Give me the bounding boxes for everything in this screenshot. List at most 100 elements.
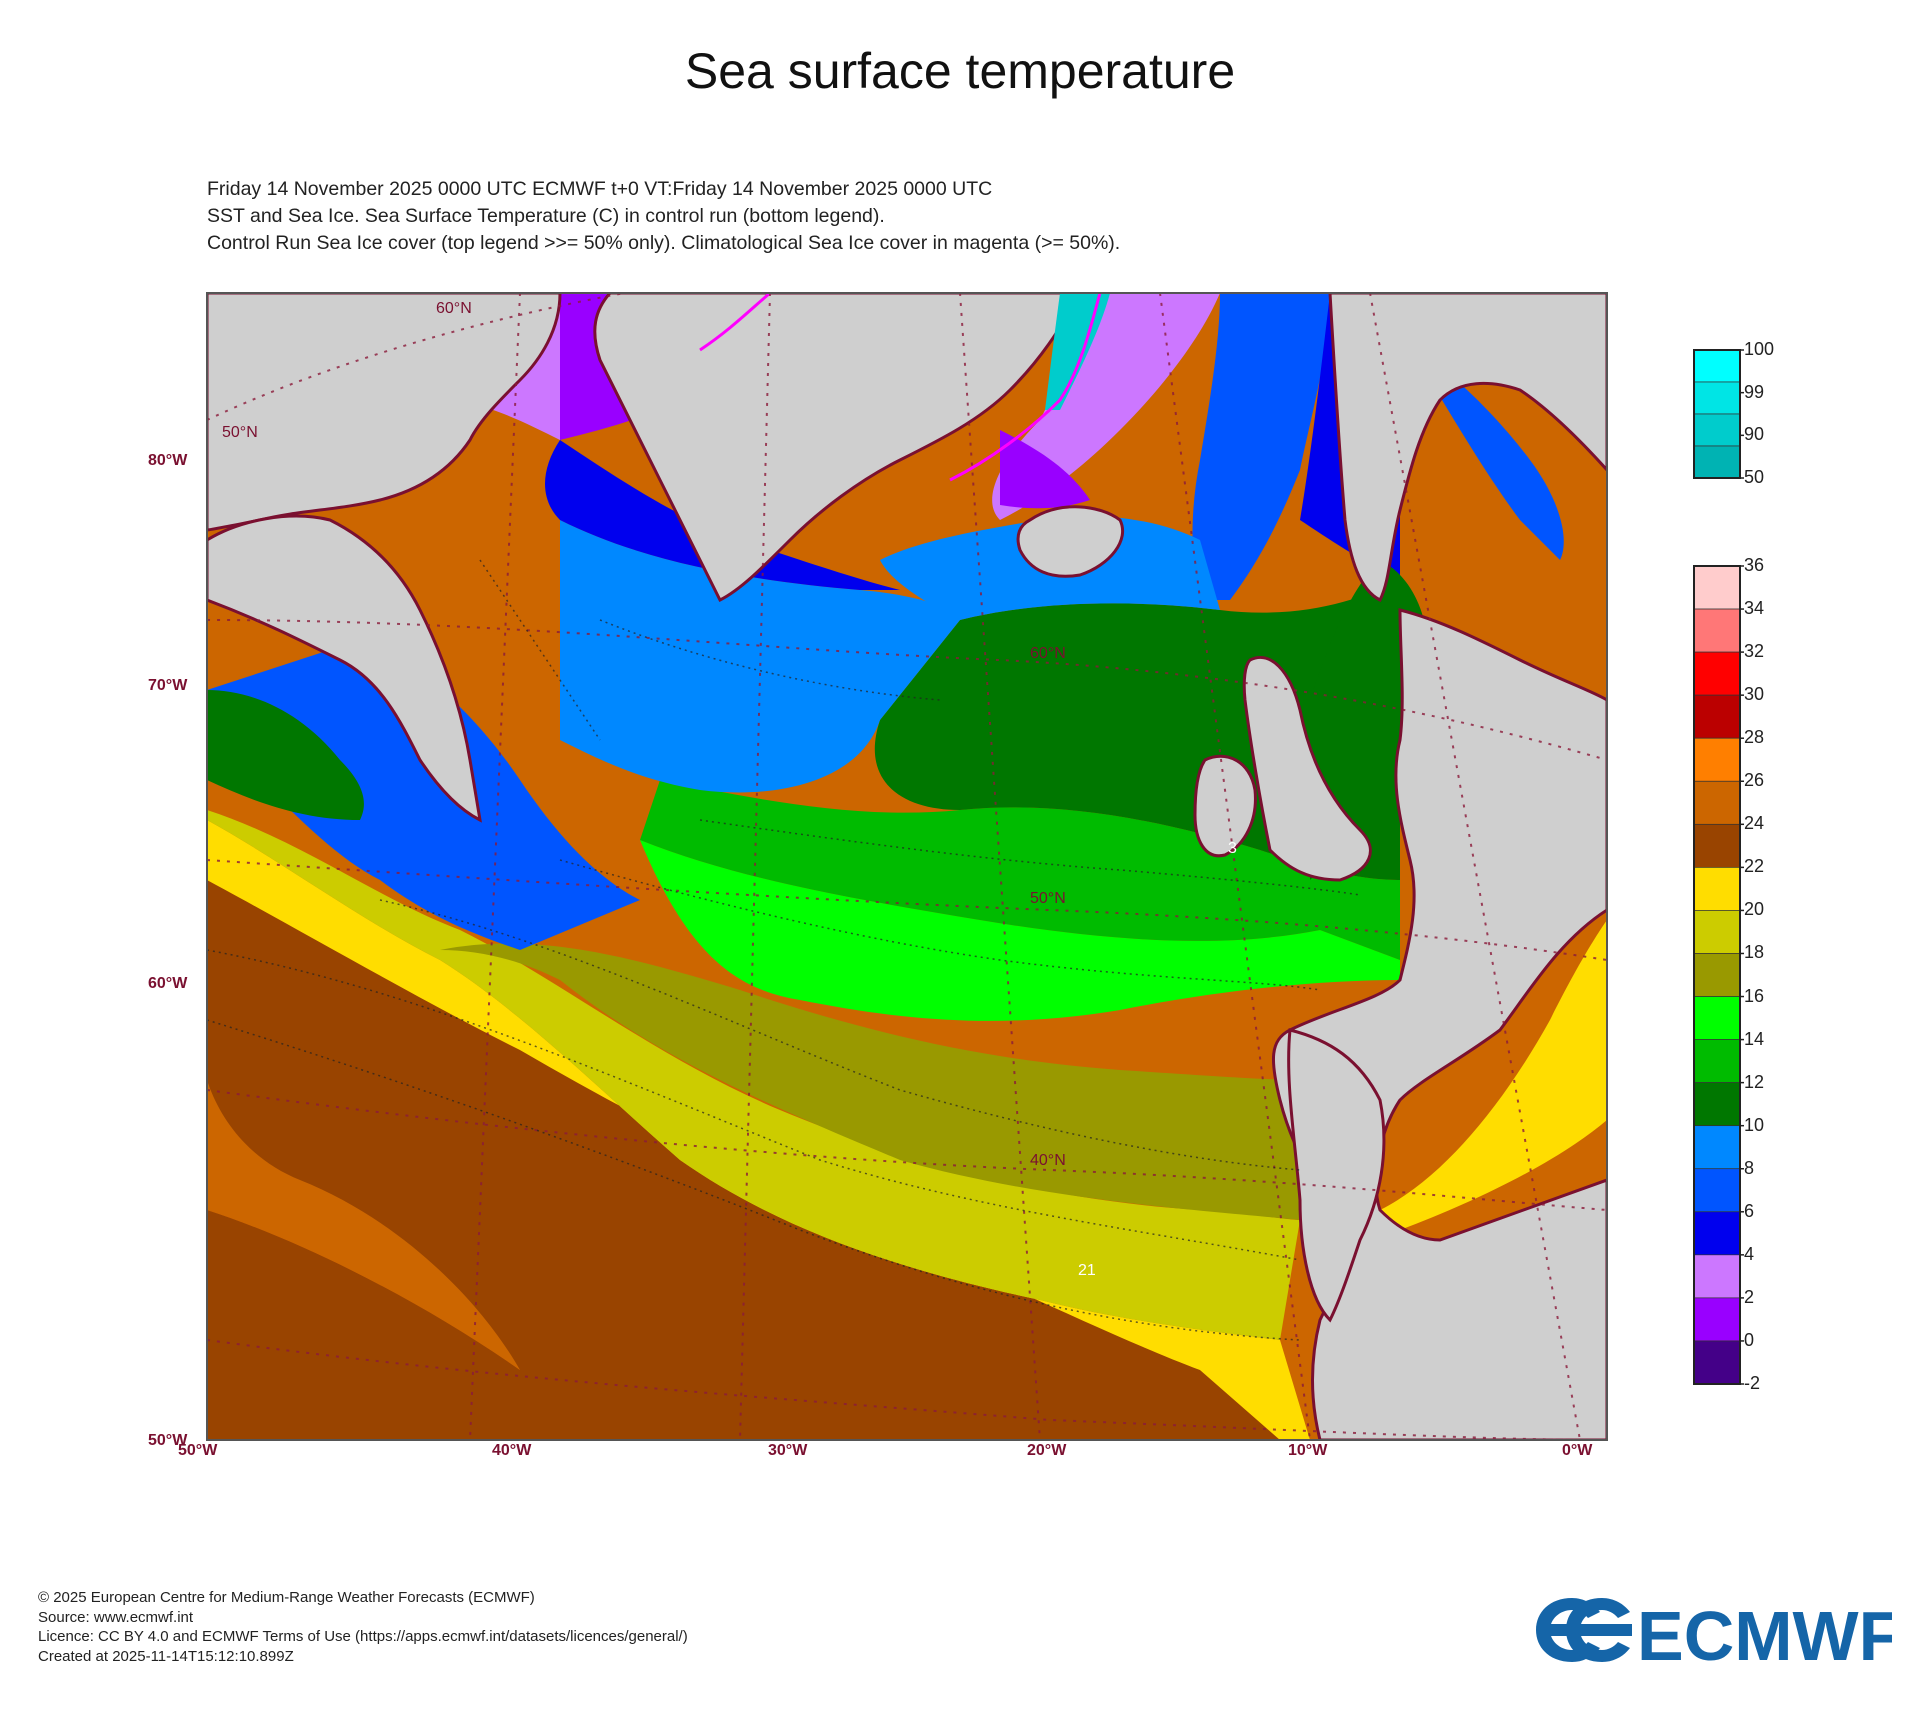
legend-swatch [1693, 1082, 1741, 1127]
bottom-label-5: 10°W [1288, 1442, 1328, 1459]
legend-label: 30 [1744, 684, 1765, 705]
chart-header: Friday 14 November 2025 0000 UTC ECMWF t… [207, 176, 1120, 257]
legend-label: 99 [1744, 381, 1765, 402]
legend-frame [1693, 565, 1741, 1385]
legend-label: 16 [1744, 985, 1765, 1006]
footer-copyright: © 2025 European Centre for Medium-Range … [38, 1589, 535, 1606]
sst-legend [1693, 565, 1744, 1385]
sst-band-6 [207, 640, 640, 950]
sst-band-10-west [207, 690, 364, 820]
land-ireland [1193, 754, 1257, 858]
legend-swatch [1693, 996, 1741, 1040]
left-label-2: 70°W [148, 677, 188, 694]
map-field [207, 293, 1607, 1440]
ecmwf-logo: ECMWF [1536, 1597, 1892, 1670]
legend-swatch [1693, 1254, 1741, 1299]
bottom-label-4: 20°W [1027, 1442, 1067, 1459]
legend-swatch [1693, 381, 1741, 415]
left-label-1: 80°W [148, 452, 188, 469]
logo-text: ECMWF [1637, 1597, 1892, 1670]
land-uk [1242, 656, 1372, 882]
legend-swatch [1693, 1297, 1741, 1342]
inner-label-3: 60°N [1030, 645, 1066, 662]
legend-label: 0 [1744, 1329, 1755, 1350]
legend-label: 20 [1744, 899, 1765, 920]
map-frame [206, 292, 1608, 1441]
legend-label: -2 [1744, 1373, 1761, 1393]
sst-band-16 [440, 943, 1310, 1220]
land-iberia-extra [1287, 1028, 1386, 1323]
isotherm-contours [207, 559, 1361, 1341]
inner-label-4: 50°N [1030, 890, 1066, 907]
legend-swatch [1693, 651, 1741, 696]
legend-swatch [1693, 1039, 1741, 1083]
land-scandinavia [1328, 293, 1607, 603]
legend-swatch [1693, 1211, 1741, 1256]
sst-band-18-med [1380, 920, 1607, 1230]
contour-label-1: 3 [1228, 840, 1237, 857]
header-line-1: Friday 14 November 2025 0000 UTC ECMWF t… [207, 178, 993, 200]
climatological-ice-line [699, 293, 1102, 482]
left-label-3: 60°W [148, 975, 188, 992]
legend-label: 18 [1744, 942, 1765, 963]
legend-swatch [1693, 910, 1741, 954]
legend-label: 6 [1744, 1200, 1755, 1221]
legend-swatch [1693, 694, 1741, 739]
legend-label: 22 [1744, 856, 1765, 877]
legend-swatch [1693, 1168, 1741, 1213]
legend-swatch [1693, 823, 1741, 868]
legend-label: 4 [1744, 1243, 1755, 1264]
footer-licence: Licence: CC BY 4.0 and ECMWF Terms of Us… [38, 1628, 688, 1645]
legend-label: 2 [1744, 1286, 1755, 1307]
legend-label: 34 [1744, 598, 1765, 619]
legend-label: 10 [1744, 1114, 1765, 1135]
land-greenland [593, 293, 1082, 603]
legend-swatch [1693, 1125, 1741, 1170]
legend-swatch [1693, 349, 1741, 383]
legend-swatch [1693, 867, 1741, 911]
legend-label: 90 [1744, 424, 1765, 445]
sst-band-6-baltic [1430, 360, 1564, 560]
legend-label: 32 [1744, 641, 1765, 662]
sst-band-14 [640, 840, 1400, 1021]
legend-label: 100 [1744, 339, 1775, 359]
left-label-4: 50°W [148, 1432, 188, 1449]
sst-band-0-east [1000, 430, 1090, 509]
bottom-label-3: 30°W [768, 1442, 808, 1459]
sst-band-22 [207, 880, 1280, 1440]
sst-band-8 [560, 520, 960, 793]
sst-band-12 [640, 780, 1400, 960]
inner-label-2: 50°N [222, 424, 258, 441]
legend-label: 26 [1744, 770, 1765, 791]
legend-label: 8 [1744, 1157, 1755, 1178]
legend-frame [1693, 349, 1741, 479]
bottom-label-2: 40°W [492, 1442, 532, 1459]
legend-swatch [1693, 445, 1741, 479]
legend-swatch [1693, 737, 1741, 782]
legend-label: 50 [1744, 467, 1765, 487]
header-line-3: Control Run Sea Ice cover (top legend >>… [207, 232, 1121, 254]
land-iceland [1016, 505, 1125, 578]
footer-created: Created at 2025-11-14T15:12:10.899Z [38, 1647, 294, 1665]
land-baffin [207, 514, 482, 823]
legend-label: 14 [1744, 1028, 1765, 1049]
legend-swatch [1693, 953, 1741, 997]
graticule [207, 293, 1607, 1440]
legend-label: 12 [1744, 1071, 1765, 1092]
sea-ice-cover [1045, 293, 1110, 410]
contour-label-2: 21 [1078, 1262, 1096, 1279]
legend-swatch [1693, 565, 1741, 610]
legend-swatch [1693, 413, 1741, 447]
legend-label: 28 [1744, 727, 1765, 748]
inner-label-5: 40°N [1030, 1152, 1066, 1169]
inner-label-1: 60°N [436, 300, 472, 317]
legend-swatch [1693, 608, 1741, 653]
header-line-2: SST and Sea Ice. Sea Surface Temperature… [207, 205, 885, 227]
sst-band-6-east [1192, 293, 1330, 600]
sst-band-10-north-sea [1310, 560, 1428, 880]
ice-legend [1693, 349, 1744, 479]
footer: © 2025 European Centre for Medium-Range … [38, 1588, 688, 1666]
legend-swatch [1693, 1340, 1741, 1385]
footer-source: Source: www.ecmwf.int [38, 1608, 194, 1626]
